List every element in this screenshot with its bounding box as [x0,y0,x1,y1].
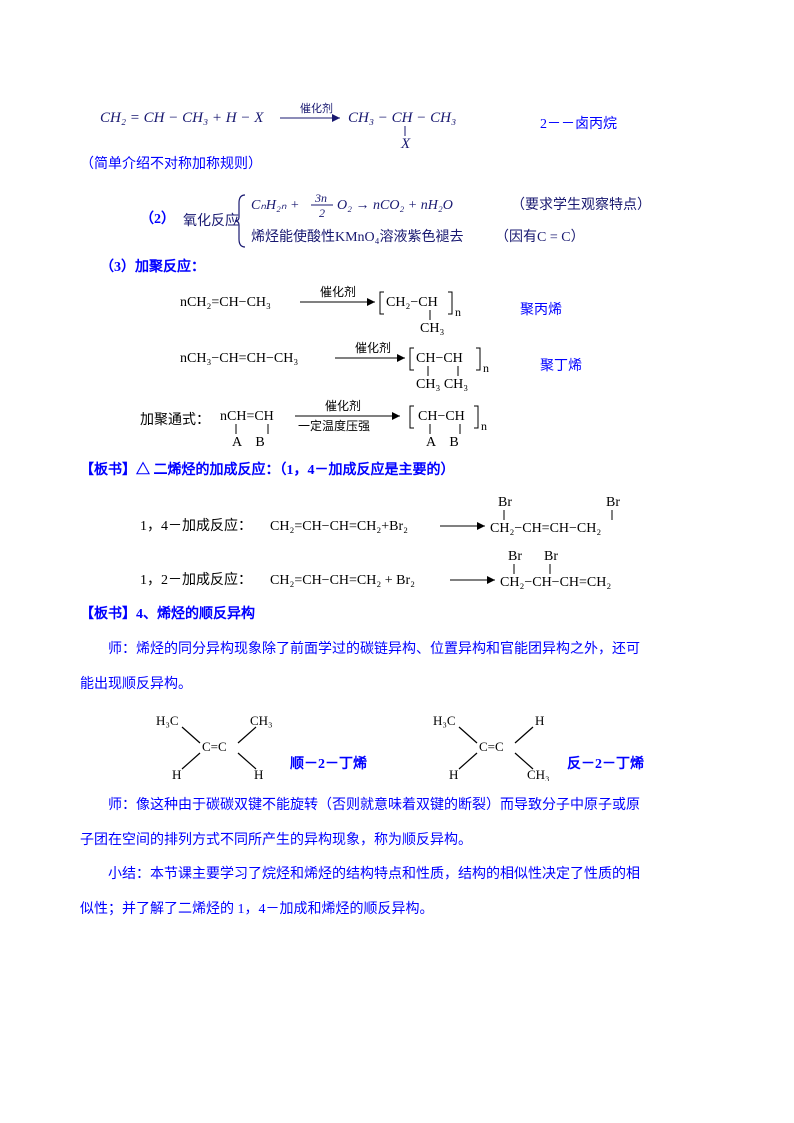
para3a: 小结：本节课主要学习了烷烃和烯烃的结构特点和性质，结构的相似性决定了性质的相 [80,860,714,891]
polygen-rhs-bot: A B [426,435,459,450]
poly2-lhs: nCH₃−CH=CH−CH₃ [180,351,298,366]
ox-fracden: 2 [319,206,325,220]
eq1-sub: X [400,136,411,150]
oxidation-label: 氧化反应 [183,212,239,229]
trans-br: CH₃ [527,767,550,781]
poly1-lhs: nCH₂=CH−CH₃ [180,295,271,310]
sec3-title: （3）加聚反应： [80,253,714,284]
poly1-svg: nCH₂=CH−CH₃ 催化剂 CH₂−CH CH₃ n [180,284,500,340]
trans-bl: H [449,767,458,781]
rxn12-rhs: CH₂−CH−CH=CH₂ [500,575,611,590]
poly1-row: nCH₂=CH−CH₃ 催化剂 CH₂−CH CH₃ n 聚丙烯 [80,284,714,340]
rxn12-row: 1，2－加成反应： CH₂=CH−CH=CH₂ + Br₂ Br Br CH₂−… [80,546,714,600]
poly-general-svg: 加聚通式： nCH=CH A B 催化剂 一定温度压强 CH−CH A B n [140,396,580,456]
trans-tl: H₃C [433,713,456,728]
structures-row: H₃C CH₃ C=C H H 顺－2－丁烯 H₃C H C=C [80,711,714,781]
trans-center: C=C [479,739,504,754]
rxn12-svg: 1，2－加成反应： CH₂=CH−CH=CH₂ + Br₂ Br Br CH₂−… [140,546,660,600]
poly1-rhs-bot: CH₃ [420,321,444,336]
note-asymmetric: （简单介绍不对称加称规则） [80,150,714,181]
para1b: 能出现顺反异构。 [80,670,714,701]
rxn14-row: 1，4－加成反应： CH₂=CH−CH=CH₂+Br₂ Br Br CH₂−CH… [80,492,714,546]
rxn12-lhs: CH₂=CH−CH=CH₂ + Br₂ [270,573,415,588]
equation-markovnikov: CH₂ = CH − CH₃ + H − X 催化剂 CH₃ − CH − CH… [80,100,714,150]
poly2-svg: nCH₃−CH=CH−CH₃ 催化剂 CH−CH CH₃ CH₃ n [180,340,520,396]
polygen-rhs-top: CH−CH [418,409,465,424]
poly2-n: n [483,361,489,375]
cis-center: C=C [202,739,227,754]
para2a: 师：像这种由于碳碳双键不能旋转（否则就意味着双键的断裂）而导致分子中原子或原 [80,791,714,822]
trans-svg: H₃C H C=C H CH₃ [427,711,567,781]
cis-structure: H₃C CH₃ C=C H H 顺－2－丁烯 [150,711,367,781]
polygen-arrow-top: 催化剂 [325,398,361,413]
poly-general-row: 加聚通式： nCH=CH A B 催化剂 一定温度压强 CH−CH A B n [80,396,714,456]
rxn14-lhs: CH₂=CH−CH=CH₂+Br₂ [270,519,408,534]
polygen-lhs-bot: A B [232,435,265,450]
ox-line1-lhs: CₙH₂ₙ + [251,198,299,213]
poly2-rhs-bot: CH₃ CH₃ [416,377,468,392]
heading-diene: 【板书】△ 二烯烃的加成反应：（1，4－加成反应是主要的） [80,456,714,487]
ox-line2: 烯烃能使酸性KMnO₄溶液紫色褪去 [251,228,464,245]
rxn14-rhs: CH₂−CH=CH−CH₂ [490,521,601,536]
oxidation-svg: 氧化反应 CₙH₂ₙ + 3n 2 O₂ → nCO₂ + nH₂O （要求学生… [183,189,683,253]
ox-line1-o2: O₂ → nCO₂ + nH₂O [337,198,453,213]
cis-tr: CH₃ [250,713,273,728]
ox-line2-note: （因有C = C） [495,229,585,245]
poly1-n: n [455,305,461,319]
cis-bl: H [172,767,181,781]
polygen-n: n [481,419,487,433]
rxn12-br1: Br [508,549,522,564]
poly1-rhs-top: CH₂−CH [386,295,438,310]
rxn14-br2: Br [606,495,620,510]
eq1-annotation: 2－－卤丙烷 [540,110,617,141]
cis-tl: H₃C [156,713,179,728]
cis-br: H [254,767,263,781]
poly2-row: nCH₃−CH=CH−CH₃ 催化剂 CH−CH CH₃ CH₃ n 聚丁烯 [80,340,714,396]
oxidation-num: （2） [140,205,175,236]
trans-label: 反－2－丁烯 [567,750,644,781]
para3b: 似性；并了解了二烯烃的 1，4－加成和烯烃的顺反异构。 [80,895,714,926]
ox-line1-note: （要求学生观察特点） [511,196,651,213]
polygen-arrow-bot: 一定温度压强 [298,418,370,433]
para1a: 师：烯烃的同分异构现象除了前面学过的碳链异构、位置异构和官能团异构之外，还可 [80,635,714,666]
poly2-rhs-top: CH−CH [416,351,463,366]
ox-fracnum: 3n [314,191,327,205]
para2b: 子团在空间的排列方式不同所产生的异构现象，称为顺反异构。 [80,826,714,857]
cis-label: 顺－2－丁烯 [290,750,367,781]
trans-structure: H₃C H C=C H CH₃ 反－2－丁烯 [427,711,644,781]
polygen-lhs-top: nCH=CH [220,409,274,424]
cis-svg: H₃C CH₃ C=C H H [150,711,290,781]
rxn12-br2: Br [544,549,558,564]
poly2-arrow-label: 催化剂 [355,340,391,355]
poly2-label: 聚丁烯 [540,352,582,383]
rxn14-br1: Br [498,495,512,510]
eq1-right: CH₃ − CH − CH₃ [348,110,456,126]
poly1-label: 聚丙烯 [520,296,562,327]
trans-tr: H [535,713,544,728]
polygen-prefix: 加聚通式： [140,412,210,428]
eq1-arrow-label: 催化剂 [300,101,333,115]
heading-cis: 【板书】4、烯烃的顺反异构 [80,600,714,631]
eq1-left: CH₂ = CH − CH₃ + H − X [100,110,264,126]
oxidation-block: （2） 氧化反应 CₙH₂ₙ + 3n 2 O₂ → nCO₂ + nH₂O （… [80,189,714,253]
rxn14-label: 1，4－加成反应： [140,517,252,534]
rxn12-label: 1，2－加成反应： [140,571,252,588]
eq1-svg: CH₂ = CH − CH₃ + H − X 催化剂 CH₃ − CH − CH… [100,100,520,150]
rxn14-svg: 1，4－加成反应： CH₂=CH−CH=CH₂+Br₂ Br Br CH₂−CH… [140,492,660,546]
poly1-arrow-label: 催化剂 [320,284,356,299]
